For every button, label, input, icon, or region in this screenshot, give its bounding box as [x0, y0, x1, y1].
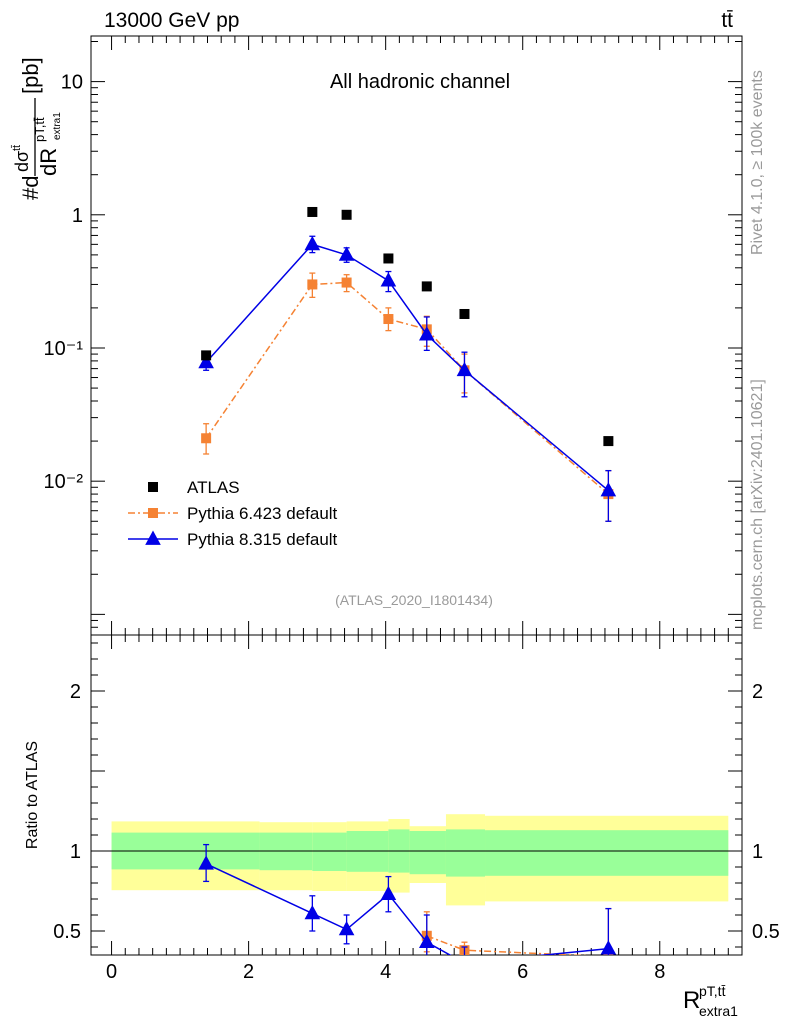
- pythia8-point: [600, 482, 617, 497]
- svg-text:pT,tt̄: pT,tt̄: [32, 117, 47, 142]
- y-tick-label: 10: [61, 72, 83, 94]
- y-tick-label: 1: [72, 205, 83, 227]
- x-tick-label: 2: [243, 961, 254, 983]
- x-axis-label: R pT,tt̄ extra1: [683, 983, 738, 1019]
- analysis-tag: (ATLAS_2020_I1801434): [335, 592, 493, 608]
- atlas-point: [341, 209, 352, 220]
- x-tick-label: 0: [106, 961, 117, 983]
- mcplots-label: mcplots.cern.ch [arXiv:2401.10621]: [749, 379, 766, 630]
- header-energy-label: 13000 GeV pp: [104, 9, 239, 32]
- legend-marker: [145, 530, 161, 545]
- svg-text:[pb]: [pb]: [18, 57, 43, 94]
- series-line: [205, 243, 609, 492]
- atlas-point: [421, 281, 432, 292]
- y-tick-label: 10⁻¹: [44, 338, 84, 360]
- ratio-panel: 2 2 1 1 0.5 0.5 0 2 4 6 8 Ratio to ATLAS R pT,tt̄ …: [24, 634, 780, 1019]
- atlas-point: [459, 308, 470, 319]
- svg-text:tt̄: tt̄: [11, 145, 23, 151]
- pythia8-ratio-point: [600, 940, 617, 955]
- pythia8-point: [338, 246, 355, 261]
- svg-text:extra1: extra1: [699, 1003, 738, 1019]
- legend-entry: Pythia 8.315 default: [187, 530, 338, 549]
- atlas-point: [201, 350, 212, 361]
- svg-text:R: R: [683, 987, 700, 1014]
- x-tick-label: 6: [517, 961, 528, 983]
- series-line: [205, 281, 609, 495]
- pythia8-ratio-point: [380, 885, 397, 901]
- x-tick-label: 4: [380, 961, 391, 983]
- main-series: [198, 206, 617, 522]
- pythia8-ratio-point: [304, 904, 321, 920]
- pythia6-point: [383, 314, 394, 325]
- inner-band: [409, 831, 446, 875]
- pythia8-ratio-point: [198, 855, 214, 870]
- pythia8-ratio-point: [464, 954, 465, 955]
- ratio-y-tick-label-right: 1: [752, 841, 763, 863]
- ratio-y-tick-label: 2: [70, 681, 81, 703]
- svg-text:dσ: dσ: [12, 151, 32, 172]
- rivet-version-label: Rivet 4.1.0, ≥ 100k events: [749, 70, 766, 255]
- pythia6-point: [341, 277, 352, 288]
- x-tick-label: 8: [654, 961, 665, 983]
- pythia8-point: [456, 361, 473, 377]
- ratio-y-tick-label-right: 2: [752, 681, 763, 703]
- atlas-point: [307, 206, 318, 217]
- ratio-axis-ticks: 2 2 1 1 0.5 0.5 0 2 4 6 8: [53, 635, 780, 983]
- svg-text:#d: #d: [18, 176, 43, 200]
- ratio-series: [198, 843, 617, 955]
- pythia8-point: [198, 353, 214, 369]
- main-ylabel: #d dσ tt̄ dR pT,tt̄ extra1 [pb]: [11, 57, 63, 200]
- header-process-label: tt̄: [721, 9, 733, 32]
- legend-entry: Pythia 6.423 default: [187, 504, 338, 523]
- pythia6-point: [307, 279, 318, 290]
- ratio-uncertainty-bands: [91, 814, 742, 906]
- svg-text:extra1: extra1: [52, 112, 63, 140]
- main-panel: 10 1 10⁻¹ 10⁻² All hadronic channel (ATLAS_…: [11, 35, 743, 636]
- ratio-y-tick-label-right: 0.5: [752, 921, 780, 943]
- svg-text:pT,tt̄: pT,tt̄: [699, 983, 726, 999]
- pythia8-point: [418, 326, 435, 341]
- ratio-series-clip: [198, 843, 617, 955]
- inner-band: [312, 832, 347, 871]
- svg-text:dR: dR: [36, 148, 61, 176]
- legend-marker: [148, 508, 158, 518]
- legend-entry: ATLAS: [187, 478, 240, 497]
- pythia8-ratio-point: [338, 920, 355, 936]
- ratio-frame: [90, 634, 743, 956]
- ratio-y-tick-label: 0.5: [53, 921, 81, 943]
- y-tick-label: 10⁻²: [44, 471, 84, 493]
- pythia8-point: [304, 235, 321, 251]
- atlas-point: [603, 436, 614, 447]
- atlas-point: [383, 253, 394, 264]
- pythia8-point: [380, 272, 397, 287]
- legend: ATLAS Pythia 6.423 default Pythia 8.315 de…: [128, 478, 338, 549]
- ratio-ylabel: Ratio to ATLAS: [24, 741, 41, 849]
- pythia8-ratio-point: [418, 933, 435, 949]
- ratio-y-tick-label: 1: [70, 841, 81, 863]
- main-axis-ticks: 10 1 10⁻¹ 10⁻²: [44, 36, 742, 636]
- inner-band: [485, 830, 729, 876]
- main-title: All hadronic channel: [330, 71, 510, 93]
- inner-band: [445, 829, 486, 877]
- legend-marker: [148, 482, 158, 492]
- pythia6-point: [201, 433, 212, 444]
